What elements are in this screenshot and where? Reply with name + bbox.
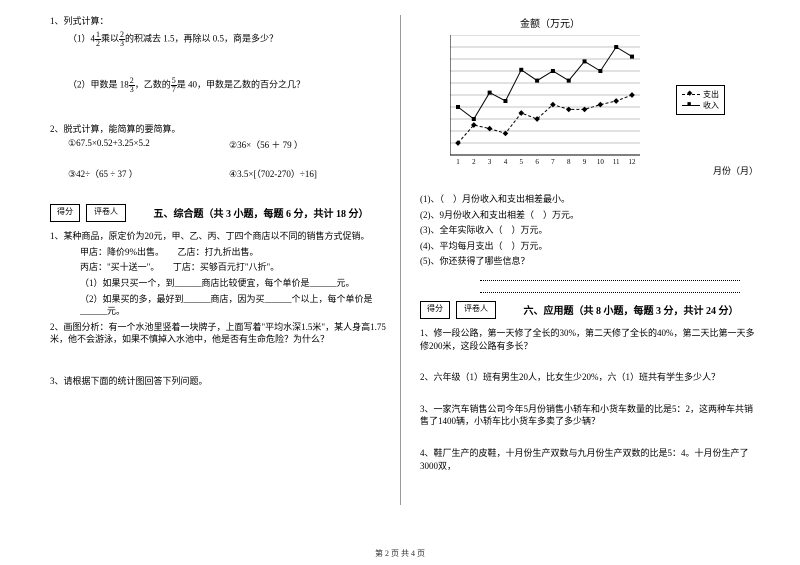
txt: 的积减去 1.5，再除以 0.5，商是多少？ — [125, 33, 278, 43]
eq1: ①67.5×0.52+3.25×5.2 — [68, 138, 229, 151]
chart-sub2: (2)、9月份收入和支出相差（ ）万元。 — [420, 209, 760, 222]
score-row-6: 得分 评卷人 六、应用题（共 8 小题，每题 3 分，共计 24 分） — [420, 301, 760, 319]
score-box: 得分 — [420, 301, 450, 319]
q1-title: 1、列式计算： — [50, 15, 390, 28]
chart-svg: 123456789101112 0102030405060708090100 — [450, 35, 650, 165]
score-row-5: 得分 评卷人 五、综合题（共 3 小题，每题 6 分，共计 18 分） — [50, 204, 390, 222]
legend-solid-icon — [682, 105, 700, 106]
eq-row1: ①67.5×0.52+3.25×5.2 ②36×（56 ＋ 79 ） — [50, 138, 390, 151]
txt: 是 40，甲数是乙数的百分之几？ — [177, 79, 305, 89]
answer-line — [480, 283, 740, 293]
legend-income: 收入 — [703, 100, 719, 111]
txt: ，乙数的 — [135, 79, 171, 89]
chart-legend: 支出 收入 — [676, 85, 725, 115]
chart-x-title: 月份（月） — [713, 164, 758, 177]
svg-text:8: 8 — [567, 158, 571, 165]
s5-q1: 1、某种商品，原定价为20元，甲、乙、丙、丁四个商店以不同的销售方式促销。 — [50, 230, 390, 243]
answer-line — [480, 271, 740, 281]
svg-text:12: 12 — [629, 158, 637, 165]
eq-row2: ③42÷（65 ÷ 37 ） ④3.5×[（702-270）÷16] — [50, 167, 390, 180]
q1-sub1: （1）412乘以23的积减去 1.5，再除以 0.5，商是多少？ — [50, 31, 390, 48]
grader-box: 评卷人 — [456, 301, 496, 319]
grader-box: 评卷人 — [86, 204, 126, 222]
legend-dash-icon — [682, 94, 700, 95]
svg-text:11: 11 — [613, 158, 620, 165]
svg-text:6: 6 — [535, 158, 539, 165]
svg-text:1: 1 — [456, 158, 460, 165]
column-divider — [400, 15, 401, 505]
s5-q1-2: （2）如果买的多，最好到______商店，因为买______个以上，每个单价是_… — [50, 293, 390, 318]
eq3: ③42÷（65 ÷ 37 ） — [68, 167, 229, 180]
svg-text:5: 5 — [520, 158, 524, 165]
svg-text:4: 4 — [504, 158, 508, 165]
svg-text:2: 2 — [472, 158, 476, 165]
section-6-title: 六、应用题（共 8 小题，每题 3 分，共计 24 分） — [502, 302, 760, 319]
svg-text:9: 9 — [583, 158, 587, 165]
s5-q2: 2、画图分析：有一个水池里竖着一块牌子，上面写着"平均水深1.5米"，某人身高1… — [50, 321, 390, 346]
svg-text:7: 7 — [551, 158, 555, 165]
s6-q2: 2、六年级（1）班有男生20人，比女生少20%，六（1）班共有学生多少人？ — [420, 371, 760, 384]
chart-sub3: (3)、全年实际收入（ ）万元。 — [420, 224, 760, 237]
chart-y-title: 金额（万元） — [520, 15, 580, 30]
section-5-title: 五、综合题（共 3 小题，每题 6 分，共计 18 分） — [132, 205, 390, 222]
line-chart: 金额（万元） 123456789101112 01020304050607080… — [420, 15, 740, 185]
s5-q3: 3、请根据下面的统计图回答下列问题。 — [50, 375, 390, 388]
s5-q1-1: （1）如果只买一个，到______商店比较便宜，每个单价是______元。 — [50, 277, 390, 290]
eq4: ④3.5×[（702-270）÷16] — [229, 167, 390, 180]
txt: （1）4 — [68, 33, 95, 43]
s6-q4: 4、鞋厂生产的皮鞋，十月份生产双数与九月份生产双数的比是5：4。十月份生产了30… — [420, 447, 760, 472]
legend-expense: 支出 — [703, 89, 719, 100]
svg-text:3: 3 — [488, 158, 492, 165]
s5-q1-jia: 甲店：降价9%出售。 乙店：打九折出售。 — [50, 246, 390, 259]
eq2: ②36×（56 ＋ 79 ） — [229, 138, 390, 151]
q2-title: 2、脱式计算，能简算的要简算。 — [50, 123, 390, 136]
chart-sub1: (1)、（ ）月份收入和支出相差最小。 — [420, 193, 760, 206]
txt: （2）甲数是 18 — [68, 79, 129, 89]
s6-q3: 3、一家汽车销售公司今年5月份销售小轿车和小货车数量的比是5：2，这两种车共销售… — [420, 403, 760, 428]
chart-sub5: (5)、你还获得了哪些信息？ — [420, 255, 760, 268]
svg-text:10: 10 — [597, 158, 605, 165]
chart-sub4: (4)、平均每月支出（ ）万元。 — [420, 240, 760, 253]
txt: 乘以 — [101, 33, 119, 43]
page-footer: 第 2 页 共 4 页 — [0, 548, 800, 559]
score-box: 得分 — [50, 204, 80, 222]
s5-q1-bing: 丙店："买十送一"。 丁店：买够百元打"八折"。 — [50, 261, 390, 274]
s6-q1: 1、修一段公路，第一天修了全长的30%，第二天修了全长的40%，第二天比第一天多… — [420, 327, 760, 352]
q1-sub2: （2）甲数是 1823，乙数的57是 40，甲数是乙数的百分之几？ — [50, 77, 390, 94]
